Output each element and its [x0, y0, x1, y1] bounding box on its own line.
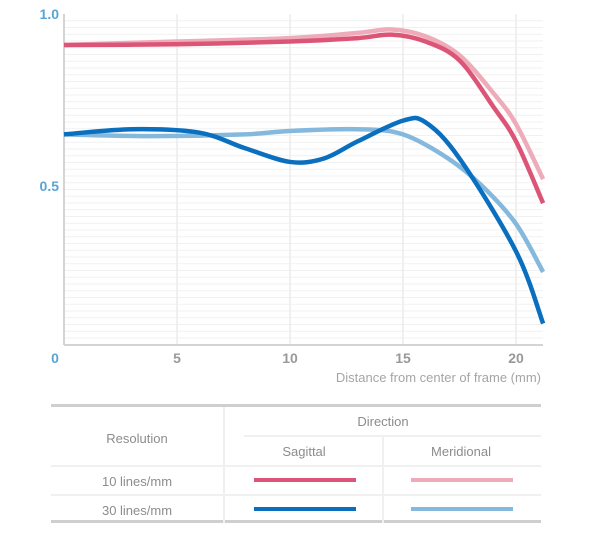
legend-column-sagittal: Sagittal	[282, 444, 326, 459]
x-tick-label: 10	[282, 350, 298, 366]
series-line-10-lines-mm-meridional	[63, 27, 546, 181]
series-group	[63, 27, 546, 325]
axes	[63, 14, 543, 346]
x-tick-label: 5	[173, 350, 181, 366]
tick-labels: 0 5 10 15 20 0.5 1.0	[40, 6, 524, 366]
legend-divider-row2	[51, 494, 541, 496]
legend-row-label-10: 10 lines/mm	[101, 474, 173, 489]
legend-divider-row1	[51, 465, 541, 467]
legend-direction-header: Direction	[357, 414, 409, 429]
legend-table: Resolution Direction Sagittal Meridional…	[51, 404, 541, 523]
x-tick-label: 15	[395, 350, 411, 366]
mtf-chart: 0 5 10 15 20 0.5 1.0 Distance from center of f…	[40, 6, 546, 385]
y-tick-label: 1.0	[40, 6, 60, 22]
legend-divider-direction	[244, 435, 541, 437]
legend-swatch-10-meridional	[411, 478, 513, 482]
legend-row-label-30: 30 lines/mm	[101, 503, 173, 518]
series-line-10-lines-mm-sagittal	[63, 32, 546, 205]
legend-resolution-header: Resolution	[106, 431, 168, 446]
x-tick-label: 20	[508, 350, 524, 366]
x-tick-label: 0	[51, 350, 59, 366]
legend-swatch-10-sagittal	[254, 478, 356, 482]
series-line-30-lines-mm-meridional	[63, 126, 546, 274]
legend-swatch-30-meridional	[411, 507, 513, 511]
legend-column-meridional: Meridional	[431, 444, 491, 459]
legend-swatch-30-sagittal	[254, 507, 356, 511]
x-axis-label: Distance from center of frame (mm)	[336, 370, 541, 385]
series-line-30-lines-mm-sagittal	[63, 115, 546, 325]
legend-divider-columns	[382, 436, 384, 523]
y-tick-label: 0.5	[40, 178, 60, 194]
